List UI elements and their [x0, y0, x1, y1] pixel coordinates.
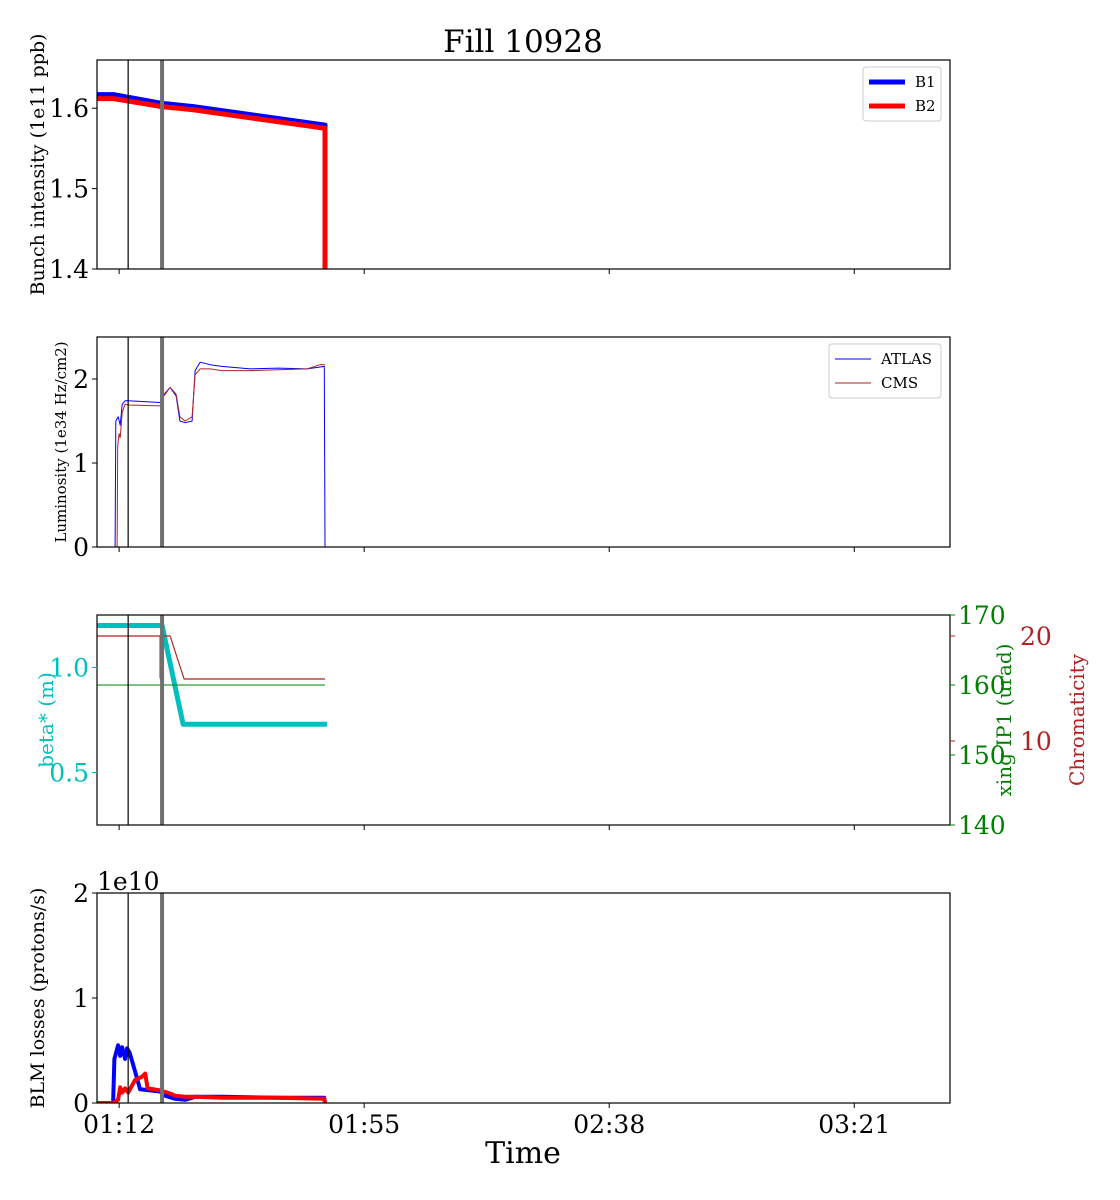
y-tick-label: 2	[73, 365, 89, 394]
y-tick-label: 1	[73, 984, 89, 1013]
series-line-1	[97, 623, 328, 727]
right-y-tick-label: 160	[958, 671, 1006, 700]
y-tick-label: 1	[73, 449, 89, 478]
figure-title: Fill 10928	[443, 24, 603, 60]
series-line-atlas	[97, 361, 326, 547]
series-line-cms	[97, 364, 325, 547]
y-axis-label: BLM losses (protons/s)	[27, 888, 49, 1109]
right-y-tick-label: 10	[1020, 727, 1052, 756]
right-y-tick-label: 20	[1020, 622, 1052, 651]
panel-4: 01:12 01:55 02:38 03:21 0 1 2 BLM losses (proto…	[27, 867, 951, 1139]
axes-frame	[96, 59, 951, 270]
axes-frame	[96, 614, 951, 826]
y-tick-label: 1.6	[49, 94, 89, 123]
y-tick-label: 0	[73, 1089, 89, 1118]
y-axis-label: beta* (m)	[34, 672, 58, 768]
legend-label: CMS	[881, 374, 918, 392]
axes-frame	[96, 892, 951, 1104]
right-y-axis-label: Chromaticity	[1065, 653, 1089, 786]
x-tick-label: 01:55	[328, 1110, 400, 1139]
series-line-b2	[97, 96, 328, 269]
right-y-tick-label: 170	[958, 601, 1006, 630]
y-axis-label: Luminosity (1e34 Hz/cm2)	[52, 341, 70, 542]
legend-label: B1	[915, 73, 936, 91]
series-line-b1	[97, 92, 328, 269]
axes-frame	[96, 336, 951, 548]
right-y-axis-label: xing IP1 (urad)	[992, 644, 1016, 797]
x-axis-label: Time	[485, 1136, 561, 1171]
y-tick-label: 0	[73, 533, 89, 562]
y-axis-label: Bunch intensity (1e11 ppb)	[27, 34, 49, 296]
right-y-tick-label: 150	[958, 741, 1006, 770]
x-tick-label: 01:12	[83, 1110, 155, 1139]
y-tick-label: 0.5	[49, 759, 89, 788]
y-tick-label: 1.5	[49, 175, 89, 204]
legend-label: B2	[915, 97, 936, 115]
y-tick-label: 2	[73, 879, 89, 908]
right-y-tick-label: 140	[958, 811, 1006, 840]
series-line-3	[97, 635, 325, 680]
legend: ATLAS CMS	[828, 343, 942, 399]
y-tick-label: 1.4	[49, 255, 89, 284]
x-tick-label: 03:21	[818, 1110, 890, 1139]
series-line-2	[97, 1071, 327, 1103]
legend-box	[828, 343, 942, 399]
x-tick-label: 02:38	[573, 1110, 645, 1139]
y-tick-label: 1.0	[49, 654, 89, 683]
y-offset-text: 1e10	[97, 867, 160, 896]
legend-label: ATLAS	[880, 350, 932, 368]
series-line-1	[97, 1043, 327, 1103]
